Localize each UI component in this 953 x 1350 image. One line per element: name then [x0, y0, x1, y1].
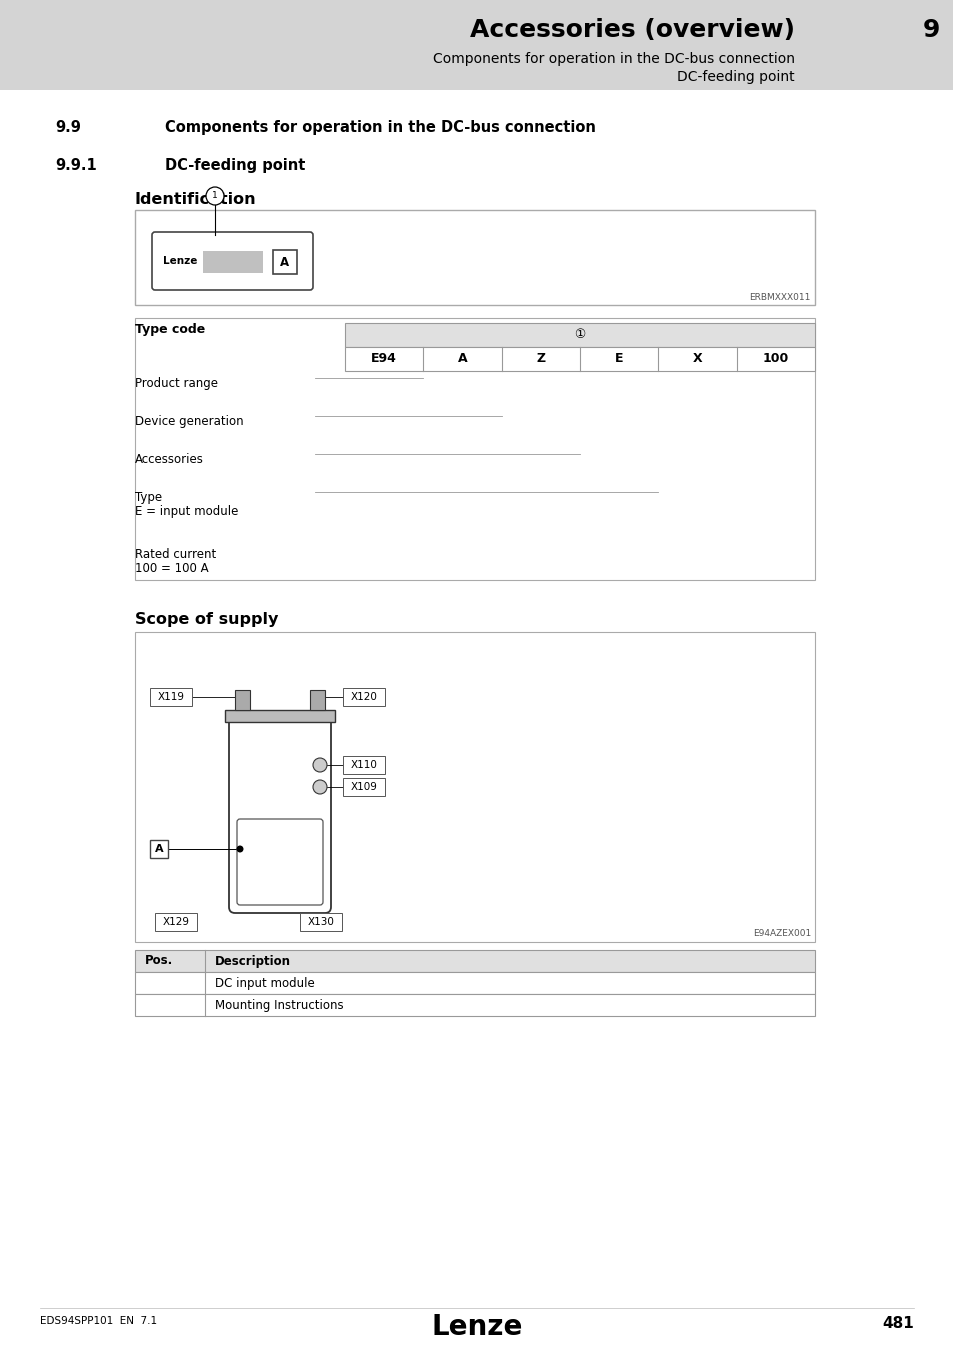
Bar	[343, 778, 385, 796]
FancyBboxPatch shape	[229, 711, 331, 913]
Text: X110: X110	[350, 760, 377, 770]
Text: Rated current: Rated current	[135, 548, 216, 562]
Text: Scope of supply: Scope of supply	[135, 612, 278, 626]
Bar	[135, 994, 814, 1017]
Text: X129: X129	[162, 917, 190, 927]
Bar	[345, 347, 814, 371]
Text: X: X	[692, 352, 701, 366]
Text: DC-feeding point: DC-feeding point	[165, 158, 305, 173]
Text: X120: X120	[350, 693, 377, 702]
Text: 9.9: 9.9	[55, 120, 81, 135]
Text: DC input module: DC input module	[214, 976, 314, 990]
Text: Lenze: Lenze	[163, 256, 197, 266]
Text: 481: 481	[882, 1316, 913, 1331]
Text: DC-feeding point: DC-feeding point	[677, 70, 794, 84]
Bar	[273, 250, 296, 274]
Bar	[310, 690, 325, 710]
Bar	[343, 756, 385, 774]
Text: Components for operation in the DC-bus connection: Components for operation in the DC-bus c…	[433, 53, 794, 66]
Bar	[299, 913, 341, 931]
Bar	[154, 913, 196, 931]
Bar	[150, 688, 192, 706]
Text: X109: X109	[350, 782, 377, 792]
Bar	[150, 840, 168, 859]
Circle shape	[313, 780, 327, 794]
Text: A: A	[280, 255, 290, 269]
Text: 9: 9	[922, 18, 939, 42]
Text: E94AZEX001: E94AZEX001	[752, 929, 810, 938]
Text: Accessories: Accessories	[135, 454, 204, 466]
Text: Components for operation in the DC-bus connection: Components for operation in the DC-bus c…	[165, 120, 596, 135]
Text: X130: X130	[307, 917, 335, 927]
Text: Accessories (overview): Accessories (overview)	[470, 18, 794, 42]
Bar	[135, 211, 814, 305]
Bar	[225, 710, 335, 722]
Bar	[135, 319, 814, 580]
Text: E: E	[615, 352, 622, 366]
Text: EDS94SPP101  EN  7.1: EDS94SPP101 EN 7.1	[40, 1316, 157, 1326]
Text: ①: ①	[574, 328, 585, 342]
Bar	[135, 950, 814, 972]
Text: Z: Z	[536, 352, 545, 366]
Text: E94: E94	[371, 352, 396, 366]
Bar	[345, 323, 814, 347]
Bar	[0, 0, 953, 90]
Bar	[135, 632, 814, 942]
Text: Type: Type	[135, 491, 162, 504]
FancyBboxPatch shape	[236, 819, 323, 904]
Text: 9.9.1: 9.9.1	[55, 158, 96, 173]
Circle shape	[313, 757, 327, 772]
Text: Product range: Product range	[135, 377, 218, 390]
Text: Mounting Instructions: Mounting Instructions	[214, 999, 343, 1011]
Text: Lenze: Lenze	[431, 1314, 522, 1341]
Text: X119: X119	[157, 693, 184, 702]
Bar	[203, 251, 263, 273]
Circle shape	[236, 845, 243, 852]
Bar	[343, 688, 385, 706]
Bar	[234, 690, 250, 710]
Text: ERBMXXX011: ERBMXXX011	[749, 293, 810, 302]
Text: Identification: Identification	[135, 192, 256, 207]
Text: Description: Description	[214, 954, 291, 968]
Text: Pos.: Pos.	[145, 954, 173, 968]
Bar	[135, 972, 814, 994]
FancyBboxPatch shape	[152, 232, 313, 290]
Text: A: A	[457, 352, 467, 366]
Text: Device generation: Device generation	[135, 414, 243, 428]
Circle shape	[206, 188, 224, 205]
Text: E = input module: E = input module	[135, 505, 238, 518]
Text: Type code: Type code	[135, 323, 205, 336]
Text: A: A	[154, 844, 163, 855]
Text: 1: 1	[212, 192, 217, 201]
Text: 100: 100	[761, 352, 788, 366]
Text: 100 = 100 A: 100 = 100 A	[135, 562, 209, 575]
